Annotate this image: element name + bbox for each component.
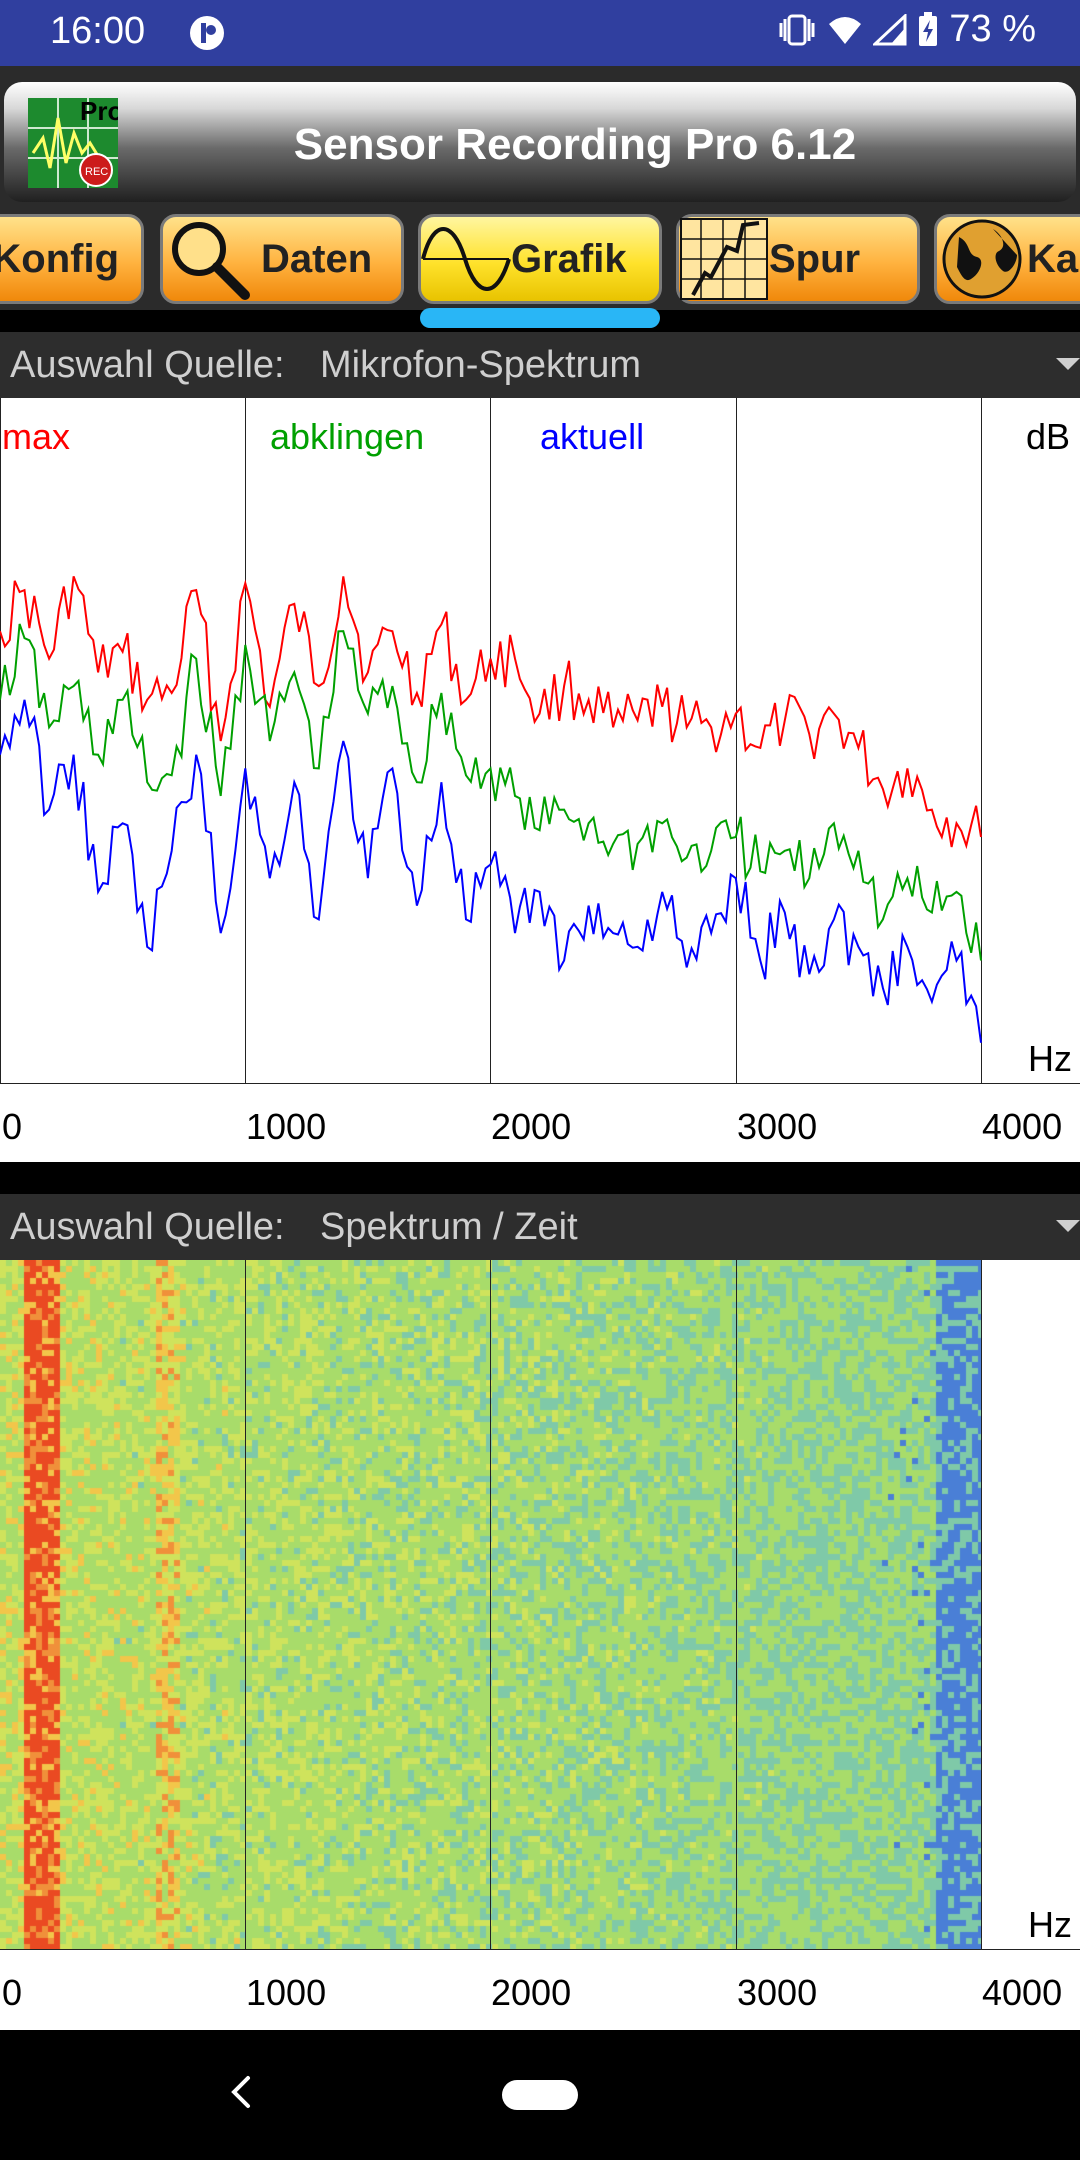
x-tick-label: 4000 bbox=[982, 1972, 1063, 2013]
app-bar-panel bbox=[4, 82, 1076, 202]
gridline bbox=[981, 398, 982, 1084]
battery-percent: 73 % bbox=[949, 8, 1036, 50]
gridline bbox=[0, 398, 1, 1084]
spectrum-x-ticks: 0 1000 2000 3000 4000 bbox=[0, 1084, 1080, 1162]
tab-karte-label: Ka bbox=[1027, 236, 1079, 281]
spectrum-plot bbox=[0, 576, 982, 1043]
tab-daten-label: Daten bbox=[261, 236, 373, 281]
series-line-abklingen bbox=[0, 623, 982, 961]
x-tick-label: 0 bbox=[2, 1106, 23, 1147]
magnifier-icon bbox=[172, 222, 250, 300]
tab-konfig[interactable]: Konfig bbox=[0, 214, 144, 304]
status-time: 16:00 bbox=[50, 10, 146, 52]
x-tick-label: 2000 bbox=[491, 1972, 572, 2013]
spectrum-chart[interactable]: max abklingen aktuell dB Hz bbox=[0, 398, 1080, 1084]
navigation-bar bbox=[0, 2030, 1080, 2160]
x-tick-label: 1000 bbox=[246, 1972, 327, 2013]
tab-karte[interactable]: Ka bbox=[934, 214, 1080, 304]
x-tick-label: 4000 bbox=[982, 1106, 1063, 1147]
gridline bbox=[736, 398, 737, 1084]
spectrogram-chart[interactable]: Hz bbox=[0, 1260, 1080, 1950]
status-bar: 16:00 73 % bbox=[0, 0, 1080, 66]
globe-icon bbox=[942, 219, 1022, 299]
active-tab-indicator bbox=[420, 308, 660, 328]
source-value: Spektrum / Zeit bbox=[320, 1206, 578, 1248]
tab-spur-label: Spur bbox=[769, 236, 861, 281]
spectrogram-x-ticks: 0 1000 2000 3000 4000 bbox=[0, 1950, 1080, 2030]
source-label: Auswahl Quelle: bbox=[10, 1206, 285, 1248]
legend-max: max bbox=[2, 416, 71, 457]
app-bar: Pro REC Sensor Recording Pro 6.12 bbox=[0, 66, 1080, 210]
legend-aktuell: aktuell bbox=[540, 416, 645, 457]
home-button[interactable] bbox=[502, 2080, 578, 2110]
dropdown-arrow-icon bbox=[1056, 1220, 1080, 1232]
tab-grafik-label: Grafik bbox=[511, 236, 627, 281]
sine-wave-icon bbox=[421, 227, 511, 291]
app-logo-icon: Pro REC bbox=[28, 98, 118, 188]
battery-charging-icon bbox=[919, 11, 938, 46]
notification-icon bbox=[190, 16, 224, 50]
tab-row: Konfig Daten Grafik Spur Ka bbox=[0, 210, 1080, 310]
source-value: Mikrofon-Spektrum bbox=[320, 344, 641, 386]
source-selector-spectrogram[interactable]: Auswahl Quelle: Spektrum / Zeit bbox=[0, 1194, 1080, 1260]
legend-abklingen: abklingen bbox=[270, 416, 425, 457]
gridline bbox=[981, 1260, 982, 1950]
wifi-icon bbox=[829, 16, 862, 44]
tab-spur[interactable]: Spur bbox=[676, 214, 920, 304]
tab-grafik[interactable]: Grafik bbox=[418, 214, 662, 304]
x-tick-label: 2000 bbox=[491, 1106, 572, 1147]
x-tick-label: 1000 bbox=[246, 1106, 327, 1147]
svg-text:Pro: Pro bbox=[80, 98, 118, 126]
x-unit-label: Hz bbox=[1028, 1038, 1072, 1079]
source-selector-spectrum[interactable]: Auswahl Quelle: Mikrofon-Spektrum bbox=[0, 332, 1080, 398]
dropdown-arrow-icon bbox=[1056, 358, 1080, 370]
gridline bbox=[490, 1260, 491, 1950]
y-unit-label: dB bbox=[1025, 416, 1070, 457]
x-tick-label: 3000 bbox=[737, 1972, 818, 2013]
source-label: Auswahl Quelle: bbox=[10, 344, 285, 386]
chart-baseline bbox=[0, 1949, 1080, 1950]
chart-baseline bbox=[0, 1083, 1080, 1084]
tab-daten[interactable]: Daten bbox=[160, 214, 404, 304]
svg-text:REC: REC bbox=[85, 166, 108, 178]
x-tick-label: 0 bbox=[2, 1972, 23, 2013]
track-grid-icon bbox=[680, 218, 768, 300]
gridline bbox=[490, 398, 491, 1084]
tab-konfig-label: Konfig bbox=[0, 236, 119, 281]
gridline bbox=[245, 398, 246, 1084]
gridline bbox=[736, 1260, 737, 1950]
app-title: Sensor Recording Pro 6.12 bbox=[293, 120, 857, 169]
series-line-max bbox=[0, 576, 982, 850]
x-tick-label: 3000 bbox=[737, 1106, 818, 1147]
system-icons: 73 % bbox=[777, 8, 1036, 51]
vibrate-icon bbox=[779, 14, 815, 45]
series-line-aktuell bbox=[0, 699, 982, 1043]
spectrogram-heatmap bbox=[0, 1260, 982, 1950]
back-icon[interactable] bbox=[222, 2072, 262, 2112]
signal-icon bbox=[873, 13, 907, 45]
gridline bbox=[245, 1260, 246, 1950]
x-unit-label: Hz bbox=[1028, 1904, 1072, 1945]
